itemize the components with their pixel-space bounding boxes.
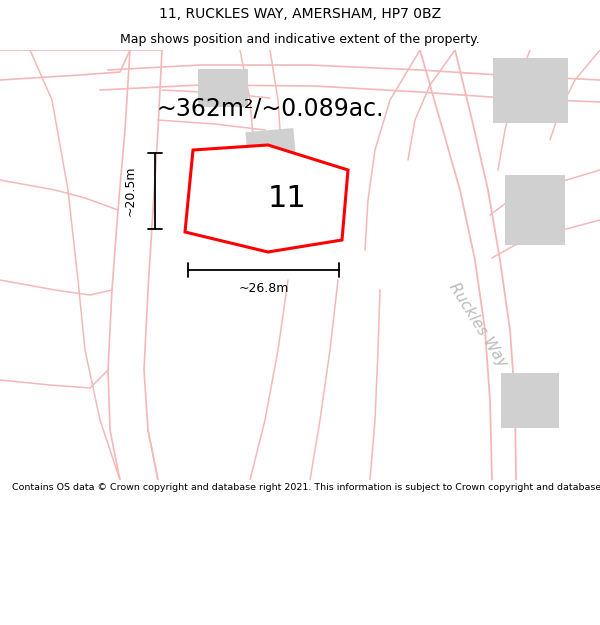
Text: ~20.5m: ~20.5m [124,166,137,216]
Polygon shape [198,69,248,107]
Polygon shape [501,372,559,428]
Text: ~362m²/~0.089ac.: ~362m²/~0.089ac. [156,96,384,120]
Polygon shape [493,58,568,122]
Text: 11: 11 [268,184,307,213]
Text: Contains OS data © Crown copyright and database right 2021. This information is : Contains OS data © Crown copyright and d… [12,483,600,492]
Text: ~26.8m: ~26.8m [238,281,289,294]
Text: Map shows position and indicative extent of the property.: Map shows position and indicative extent… [120,32,480,46]
Text: Ruckles Way: Ruckles Way [446,280,510,370]
Polygon shape [505,175,565,245]
Polygon shape [185,145,348,252]
Text: 11, RUCKLES WAY, AMERSHAM, HP7 0BZ: 11, RUCKLES WAY, AMERSHAM, HP7 0BZ [159,7,441,21]
Polygon shape [245,128,299,192]
